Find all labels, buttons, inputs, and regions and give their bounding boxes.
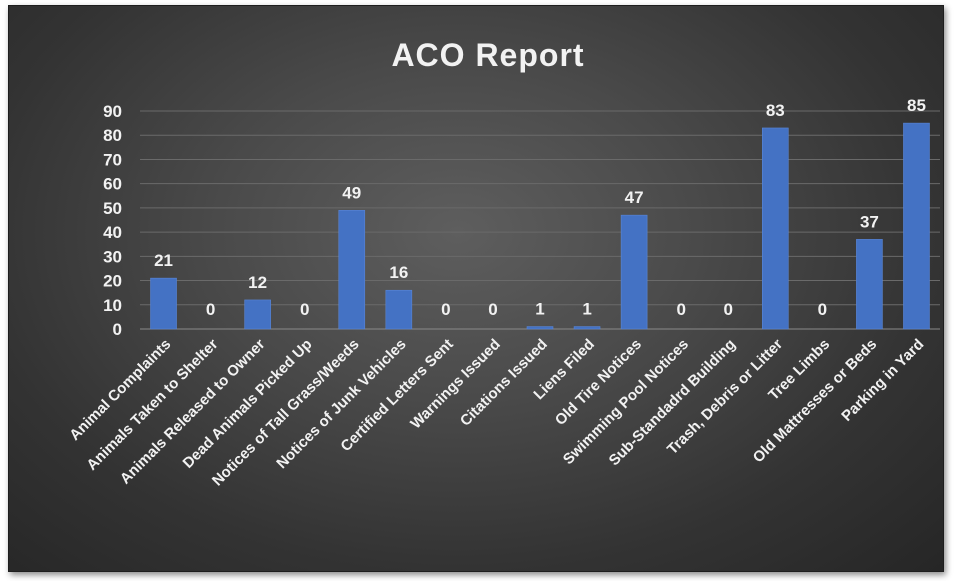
bar [620, 214, 648, 330]
bar [856, 239, 883, 330]
data-label: 85 [907, 96, 926, 115]
bar [150, 277, 177, 330]
data-label: 21 [154, 251, 173, 270]
y-tick-label: 90 [103, 102, 122, 121]
data-label: 83 [766, 101, 785, 120]
bar [761, 127, 789, 330]
y-tick-label: 80 [103, 126, 122, 145]
y-tick-label: 0 [113, 320, 122, 339]
data-labels: 21 0 12 0 49 16 0 0 1 1 47 0 0 83 0 37 85 [154, 96, 926, 319]
bar [526, 326, 554, 330]
bars [150, 122, 930, 330]
bar [903, 122, 930, 330]
data-label: 0 [818, 300, 827, 319]
x-tick-label: Old Tire Notices [552, 336, 645, 429]
data-label: 47 [625, 188, 644, 207]
chart-title: ACO Report [391, 37, 584, 73]
data-label: 1 [582, 300, 591, 319]
data-label: 0 [676, 300, 685, 319]
bar [244, 299, 271, 330]
bar [385, 289, 413, 330]
data-label: 12 [248, 273, 267, 292]
x-tick-label: Parking in Yard [838, 336, 927, 425]
gridlines [140, 110, 940, 330]
data-label: 0 [300, 300, 309, 319]
data-label: 0 [206, 300, 215, 319]
y-tick-label: 60 [103, 175, 122, 194]
bar [338, 210, 366, 330]
y-tick-label: 50 [103, 199, 122, 218]
data-label: 0 [488, 300, 497, 319]
y-axis-ticks: 0 10 20 30 40 50 60 70 80 90 [103, 102, 122, 339]
y-tick-label: 40 [103, 223, 122, 242]
data-label: 49 [342, 183, 361, 202]
y-tick-label: 70 [103, 150, 122, 169]
y-tick-label: 30 [103, 247, 122, 266]
bar [573, 326, 601, 330]
x-tick-label: Citations Issued [457, 336, 551, 430]
y-tick-label: 20 [103, 272, 122, 291]
data-label: 37 [860, 212, 879, 231]
data-label: 0 [441, 300, 450, 319]
y-tick-label: 10 [103, 296, 122, 315]
data-label: 1 [535, 300, 544, 319]
data-label: 0 [724, 300, 733, 319]
data-label: 16 [389, 263, 408, 282]
